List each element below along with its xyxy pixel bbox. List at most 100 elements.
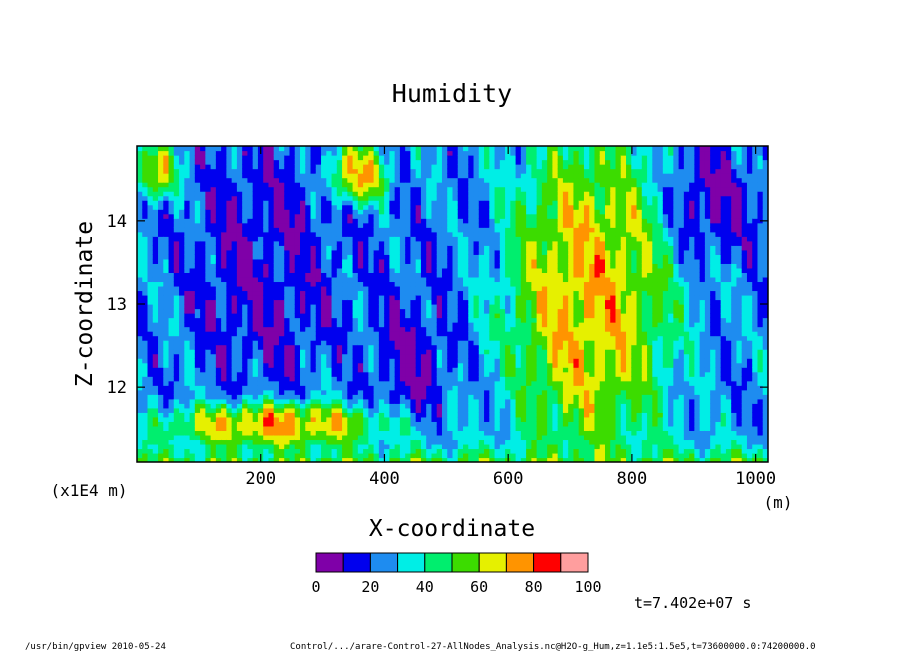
field-cell: [368, 371, 375, 377]
field-cell: [342, 430, 348, 436]
field-cell: [310, 299, 317, 305]
field-cell: [505, 443, 511, 450]
field-cell: [499, 322, 506, 328]
field-cell: [357, 281, 364, 287]
field-cell: [221, 155, 227, 161]
field-cell: [357, 231, 364, 237]
field-cell: [137, 340, 143, 346]
field-cell: [468, 416, 475, 422]
field-cell: [194, 430, 201, 436]
field-cell: [321, 299, 327, 305]
field-cell: [426, 146, 433, 152]
field-cell: [205, 258, 212, 264]
field-cell: [268, 367, 275, 373]
field-cell: [268, 434, 275, 441]
field-cell: [200, 236, 206, 242]
field-cell: [389, 403, 396, 409]
field-cell: [436, 398, 443, 404]
field-cell: [215, 150, 222, 156]
field-cell: [405, 182, 412, 188]
field-cell: [252, 362, 259, 368]
field-cell: [163, 177, 170, 183]
field-cell: [457, 240, 464, 246]
field-cell: [347, 353, 354, 359]
field-cell: [305, 146, 312, 152]
field-cell: [263, 389, 270, 395]
field-cell: [221, 254, 227, 260]
field-cell: [321, 276, 327, 283]
field-cell: [463, 168, 469, 174]
field-cell: [363, 412, 369, 418]
field-cell: [242, 204, 249, 210]
field-cell: [447, 362, 454, 368]
field-cell: [268, 218, 275, 224]
field-cell: [137, 204, 143, 210]
field-cell: [215, 452, 222, 459]
field-cell: [378, 389, 385, 395]
field-cell: [352, 258, 359, 264]
field-cell: [405, 218, 412, 224]
field-cell: [263, 304, 270, 310]
field-cell: [447, 177, 454, 183]
field-cell: [441, 358, 448, 364]
field-cell: [236, 204, 243, 210]
field-cell: [247, 416, 254, 422]
field-cell: [247, 204, 254, 210]
field-cell: [231, 439, 238, 445]
field-cell: [152, 191, 159, 197]
field-cell: [194, 146, 201, 152]
field-cell: [278, 434, 285, 441]
field-cell: [478, 285, 485, 292]
field-cell: [278, 326, 285, 332]
field-cell: [163, 425, 170, 431]
field-cell: [410, 430, 417, 436]
field-cell: [331, 403, 338, 409]
field-cell: [226, 430, 233, 436]
field-cell: [363, 290, 369, 296]
field-cell: [142, 227, 149, 233]
field-cell: [231, 227, 238, 233]
field-cell: [473, 335, 480, 341]
field-cell: [357, 240, 364, 246]
field-cell: [457, 358, 464, 364]
field-cell: [247, 448, 254, 454]
field-cell: [321, 254, 327, 260]
field-cell: [473, 168, 480, 174]
field-cell: [205, 326, 212, 332]
field-cell: [247, 326, 254, 332]
field-cell: [168, 452, 175, 459]
field-cell: [347, 358, 354, 364]
field-cell: [426, 317, 433, 323]
field-cell: [242, 200, 249, 206]
field-cell: [252, 452, 259, 459]
field-cell: [478, 258, 485, 264]
field-cell: [184, 294, 191, 301]
field-cell: [457, 376, 464, 382]
field-cell: [357, 146, 364, 152]
field-cell: [484, 276, 490, 283]
field-cell: [484, 448, 490, 454]
field-cell: [468, 146, 475, 152]
field-cell: [242, 412, 249, 418]
field-cell: [226, 195, 233, 201]
field-cell: [247, 335, 254, 341]
field-cell: [152, 367, 159, 373]
field-cell: [463, 452, 469, 459]
field-cell: [226, 412, 233, 418]
field-cell: [347, 272, 354, 278]
field-cell: [321, 218, 327, 224]
field-cell: [158, 317, 164, 323]
field-cell: [431, 376, 438, 382]
field-cell: [463, 385, 469, 391]
field-cell: [273, 394, 280, 400]
field-cell: [215, 335, 222, 341]
field-cell: [231, 448, 238, 454]
field-cell: [158, 186, 164, 192]
field-cell: [347, 430, 354, 436]
field-cell: [294, 222, 301, 228]
field-cell: [426, 258, 433, 264]
field-cell: [252, 159, 259, 165]
field-cell: [231, 326, 238, 332]
field-cell: [499, 313, 506, 319]
field-cell: [247, 407, 254, 413]
